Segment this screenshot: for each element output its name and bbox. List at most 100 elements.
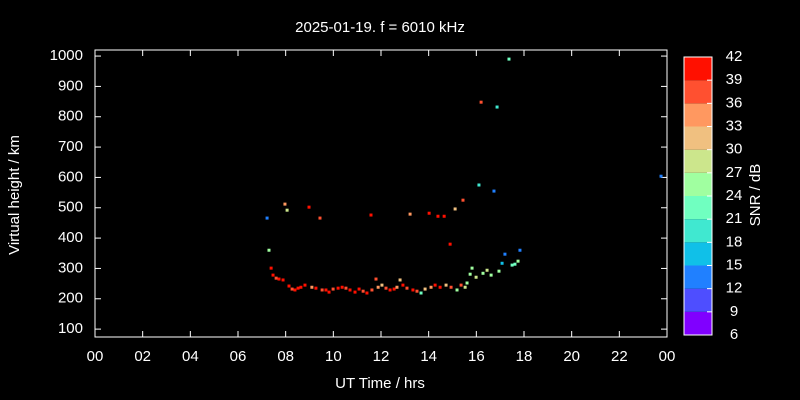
data-point xyxy=(287,284,291,288)
data-point xyxy=(293,288,297,292)
colorbar-band xyxy=(684,265,712,289)
data-point xyxy=(401,283,405,287)
colorbar-tick-label: 9 xyxy=(730,303,738,320)
y-tick-label: 900 xyxy=(58,77,83,94)
y-axis-label: Virtual height / km xyxy=(6,135,23,255)
data-point xyxy=(474,275,478,279)
y-tick-label: 400 xyxy=(58,229,83,246)
colorbar-band xyxy=(684,311,712,335)
colorbar-tick-label: 42 xyxy=(726,48,743,65)
colorbar-band xyxy=(684,149,712,173)
colorbar-tick-label: 33 xyxy=(726,117,743,134)
data-point xyxy=(455,288,459,292)
data-point xyxy=(433,283,437,287)
x-tick-label: 10 xyxy=(325,348,342,365)
colorbar-tick-label: 24 xyxy=(726,187,743,204)
data-point xyxy=(267,248,271,252)
data-point xyxy=(470,266,474,270)
x-tick-label: 18 xyxy=(516,348,533,365)
data-point xyxy=(507,57,511,61)
data-point xyxy=(485,268,489,272)
data-point xyxy=(503,252,507,256)
colorbar-tick-label: 6 xyxy=(730,326,738,343)
colorbar-label: SNR / dB xyxy=(747,164,764,227)
data-point xyxy=(398,278,402,282)
data-point xyxy=(500,261,504,265)
data-point xyxy=(419,291,423,295)
x-tick-label: 14 xyxy=(420,348,437,365)
colorbar-tick-label: 15 xyxy=(726,256,743,273)
data-point xyxy=(376,285,380,289)
data-point xyxy=(307,205,311,209)
data-point xyxy=(442,214,446,218)
colorbar-tick-label: 21 xyxy=(726,210,743,227)
data-point xyxy=(353,290,357,294)
data-point xyxy=(370,288,374,292)
data-point xyxy=(481,271,485,275)
data-point xyxy=(348,288,352,292)
colorbar-band xyxy=(684,57,712,81)
data-point xyxy=(392,287,396,291)
data-point xyxy=(459,283,463,287)
x-tick-label: 00 xyxy=(87,348,104,365)
data-point xyxy=(340,285,344,289)
data-point xyxy=(415,289,419,293)
colorbar-tick-label: 36 xyxy=(726,94,743,111)
x-tick-label: 22 xyxy=(611,348,628,365)
y-tick-label: 200 xyxy=(58,290,83,307)
data-point xyxy=(388,288,392,292)
x-tick-label: 20 xyxy=(563,348,580,365)
colorbar-band xyxy=(684,103,712,127)
x-axis-label: UT Time / hrs xyxy=(335,375,425,392)
data-point xyxy=(510,263,514,267)
x-tick-label: 00 xyxy=(659,348,676,365)
data-point xyxy=(518,248,522,252)
x-tick-label: 04 xyxy=(182,348,199,365)
data-point xyxy=(492,189,496,193)
data-point xyxy=(361,289,365,293)
data-point xyxy=(463,285,467,289)
data-point xyxy=(299,285,303,289)
data-point xyxy=(436,214,440,218)
data-point xyxy=(269,266,273,270)
x-tick-label: 08 xyxy=(277,348,294,365)
data-point xyxy=(290,287,294,291)
data-point xyxy=(489,273,493,277)
data-point xyxy=(444,283,448,287)
data-point xyxy=(449,285,453,289)
data-point xyxy=(384,286,388,290)
x-tick-label: 12 xyxy=(373,348,390,365)
data-point xyxy=(516,259,520,263)
colorbar-band xyxy=(684,196,712,220)
data-point xyxy=(427,211,431,215)
data-point xyxy=(336,286,340,290)
data-point xyxy=(296,286,300,290)
data-point xyxy=(281,278,285,282)
data-point xyxy=(310,285,314,289)
data-point xyxy=(324,288,328,292)
data-point xyxy=(477,183,481,187)
data-point xyxy=(277,277,281,281)
data-point xyxy=(405,286,409,290)
data-point xyxy=(265,216,269,220)
y-tick-label: 100 xyxy=(58,320,83,337)
data-point xyxy=(453,207,457,211)
data-point xyxy=(327,290,331,294)
colorbar-tick-label: 12 xyxy=(726,280,743,297)
data-point xyxy=(408,212,412,216)
data-point xyxy=(320,288,324,292)
x-tick-label: 02 xyxy=(134,348,151,365)
data-point xyxy=(344,286,348,290)
data-point xyxy=(479,100,483,104)
data-point xyxy=(395,285,399,289)
colorbar-tick-label: 27 xyxy=(726,164,743,181)
data-point xyxy=(380,283,384,287)
y-tick-label: 800 xyxy=(58,108,83,125)
y-tick-label: 300 xyxy=(58,259,83,276)
data-point xyxy=(497,269,501,273)
data-point xyxy=(274,276,278,280)
data-point xyxy=(369,213,373,217)
x-tick-label: 06 xyxy=(230,348,247,365)
